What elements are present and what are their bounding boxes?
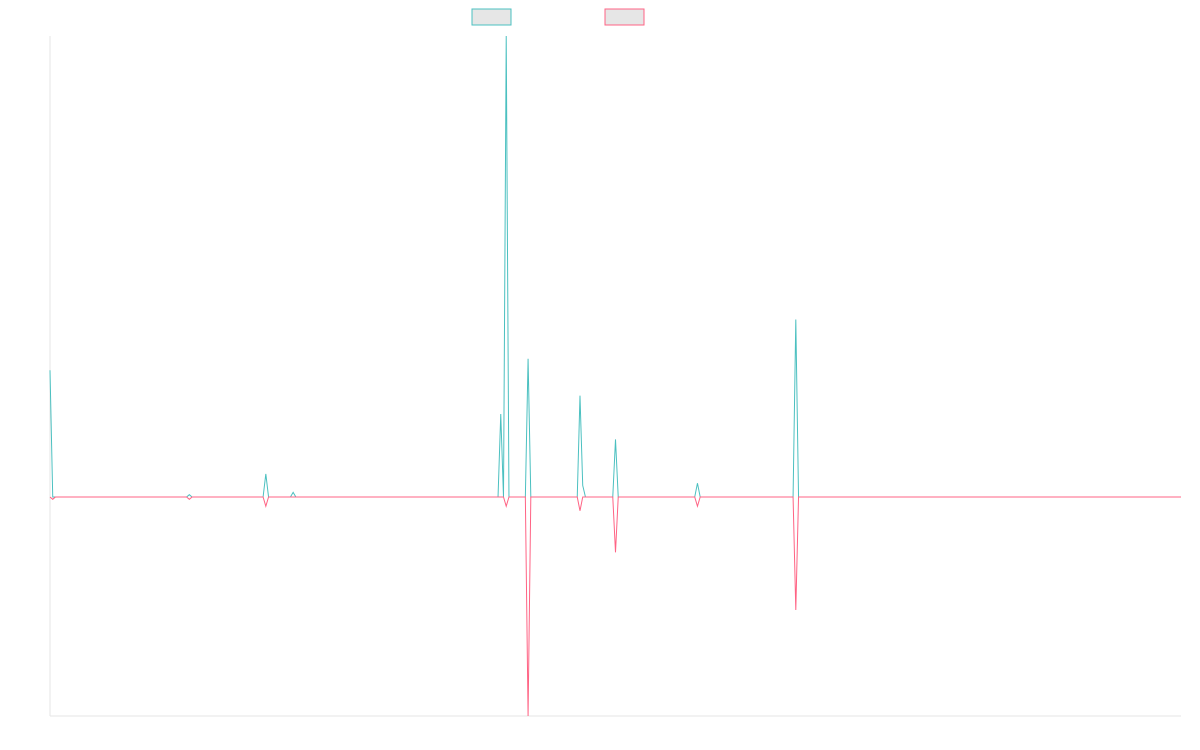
legend-swatch-1 <box>471 8 512 26</box>
series-line-2 <box>49 496 1181 717</box>
plot-area <box>49 35 1181 717</box>
axes <box>49 36 1181 717</box>
legend <box>471 8 645 26</box>
series-line-1 <box>49 35 1181 498</box>
legend-swatch-2 <box>604 8 645 26</box>
